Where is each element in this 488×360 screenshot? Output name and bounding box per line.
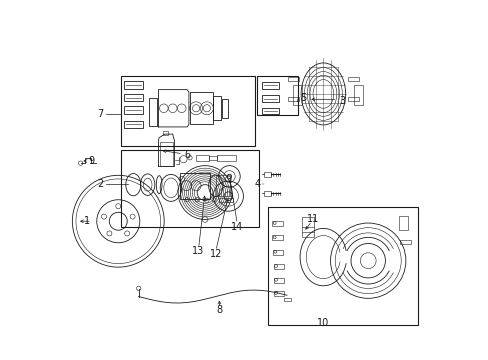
Bar (273, 291, 284, 296)
Text: 11: 11 (306, 215, 318, 224)
Bar (180, 173, 210, 199)
Bar (264, 191, 270, 196)
Bar (398, 216, 407, 230)
Bar (216, 155, 236, 161)
Bar (292, 85, 301, 105)
Text: 8: 8 (216, 305, 222, 315)
Bar (287, 97, 298, 101)
Bar (301, 217, 314, 237)
Bar (273, 264, 284, 269)
Bar (264, 172, 270, 177)
Bar (196, 155, 208, 161)
Text: 1: 1 (83, 216, 89, 226)
Text: 13: 13 (191, 246, 203, 256)
Bar (257, 76, 298, 116)
Bar (121, 149, 258, 226)
Bar (149, 98, 157, 126)
Bar (353, 85, 362, 105)
Text: 14: 14 (231, 222, 243, 231)
Bar (272, 235, 282, 240)
Bar (284, 298, 290, 301)
Bar (273, 249, 283, 255)
Bar (347, 97, 358, 101)
Text: 10: 10 (317, 318, 329, 328)
Bar (222, 99, 228, 118)
Bar (400, 239, 410, 244)
Text: 7: 7 (98, 109, 104, 119)
Bar (218, 198, 233, 202)
Text: 4: 4 (254, 179, 260, 189)
Bar (213, 96, 221, 120)
Bar (160, 142, 173, 166)
Bar (190, 92, 213, 125)
Text: 12: 12 (209, 248, 222, 258)
Text: 2: 2 (98, 179, 104, 189)
Text: 5: 5 (299, 93, 305, 103)
Bar (347, 77, 358, 81)
Text: 3: 3 (339, 96, 345, 106)
Bar (272, 221, 282, 226)
Bar (215, 175, 230, 197)
Text: 9: 9 (88, 156, 95, 166)
Bar (121, 76, 255, 146)
Bar (208, 156, 216, 160)
Bar (287, 77, 298, 81)
Bar (273, 278, 284, 283)
Text: 6: 6 (184, 150, 190, 160)
Bar (163, 131, 168, 135)
Bar (267, 207, 418, 325)
